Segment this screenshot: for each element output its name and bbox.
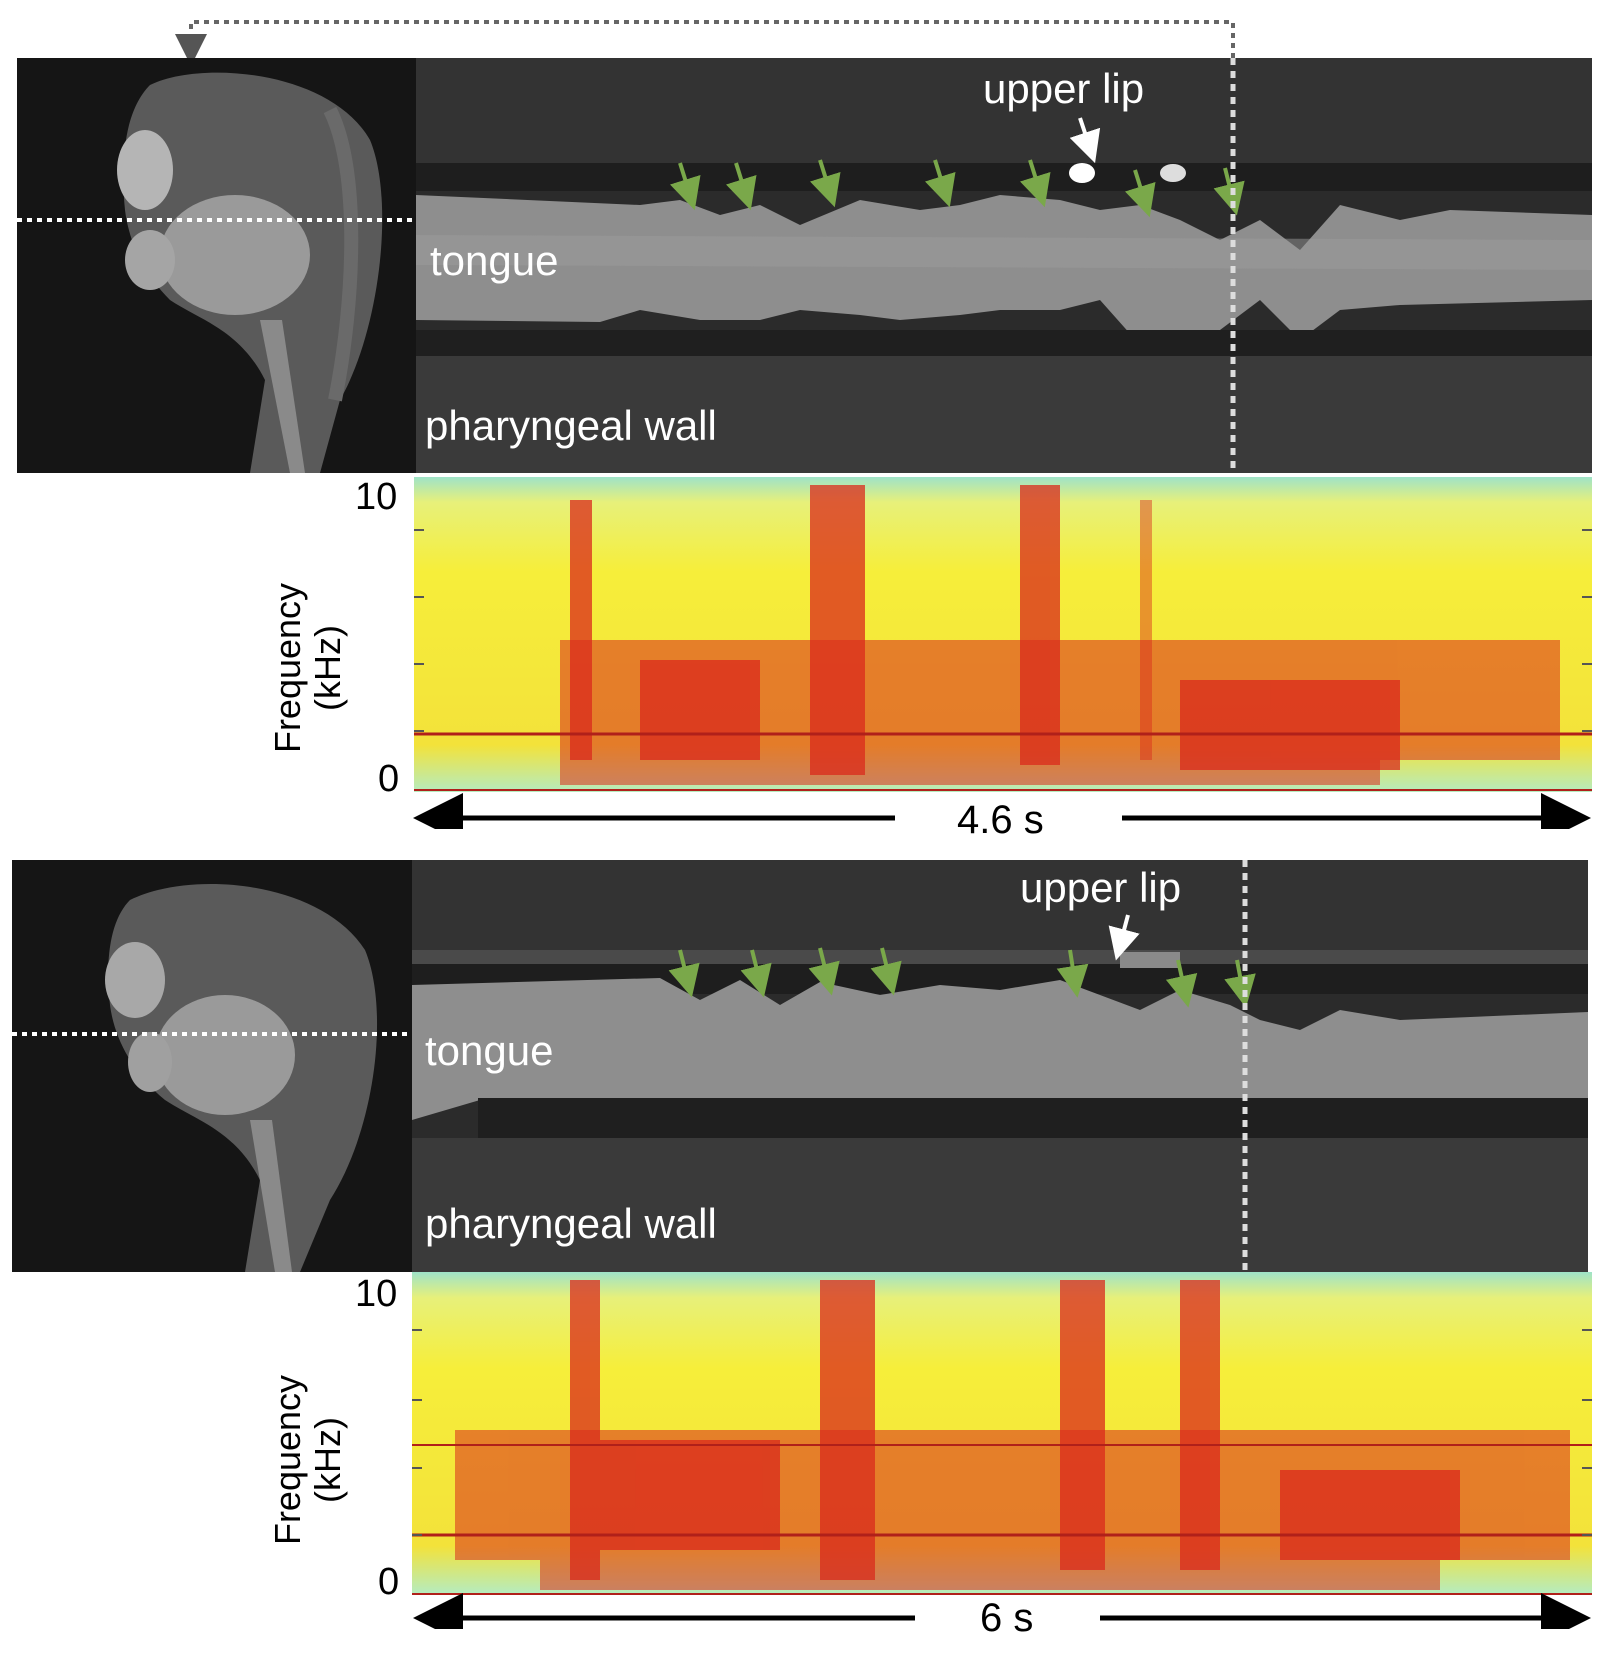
freq-tick-top: 10 [355, 1273, 398, 1315]
spectrogram [414, 477, 1592, 792]
spectrogram [412, 1272, 1592, 1595]
bottom-panel: tongue pharyngeal wall upper lip 10 0 Fr… [0, 800, 1608, 1638]
top-panel-graphics [17, 20, 1592, 829]
freq-tick-bottom: 0 [378, 758, 400, 800]
mri-time-profile [416, 58, 1592, 473]
tongue-label: tongue [430, 237, 559, 284]
top-panel: tongue pharyngeal wall upper lip 10 0 Fr… [17, 20, 1592, 840]
freq-axis-title-line1: Frequency [267, 582, 308, 754]
freq-axis-title-line2: (kHz) [307, 625, 348, 711]
duration-label: 4.6 s [957, 798, 1044, 842]
upper-lip-blob [1069, 163, 1095, 183]
freq-axis-title: Frequency (kHz) [267, 1330, 350, 1590]
pharyngeal-wall-label: pharyngeal wall [425, 1200, 717, 1247]
mri-sagittal-image [12, 860, 412, 1272]
freq-tick-bottom: 0 [378, 1561, 400, 1603]
freq-axis-title: Frequency (kHz) [267, 538, 350, 798]
bottom-panel-graphics [12, 860, 1592, 1629]
mri-sagittal-image [17, 58, 416, 474]
freq-axis-title-line2: (kHz) [307, 1417, 348, 1503]
connector-dotted-arrow [175, 20, 1235, 88]
freq-axis-title-line1: Frequency [267, 1374, 308, 1546]
tongue-label: tongue [425, 1027, 554, 1074]
pharyngeal-wall-label: pharyngeal wall [425, 402, 717, 449]
mri-time-profile [412, 860, 1588, 1272]
upper-lip-label: upper lip [983, 65, 1145, 112]
upper-lip-label: upper lip [1020, 864, 1182, 911]
green-arrows [668, 947, 1256, 1008]
freq-tick-top: 10 [355, 476, 398, 518]
duration-label: 6 s [980, 1596, 1034, 1640]
